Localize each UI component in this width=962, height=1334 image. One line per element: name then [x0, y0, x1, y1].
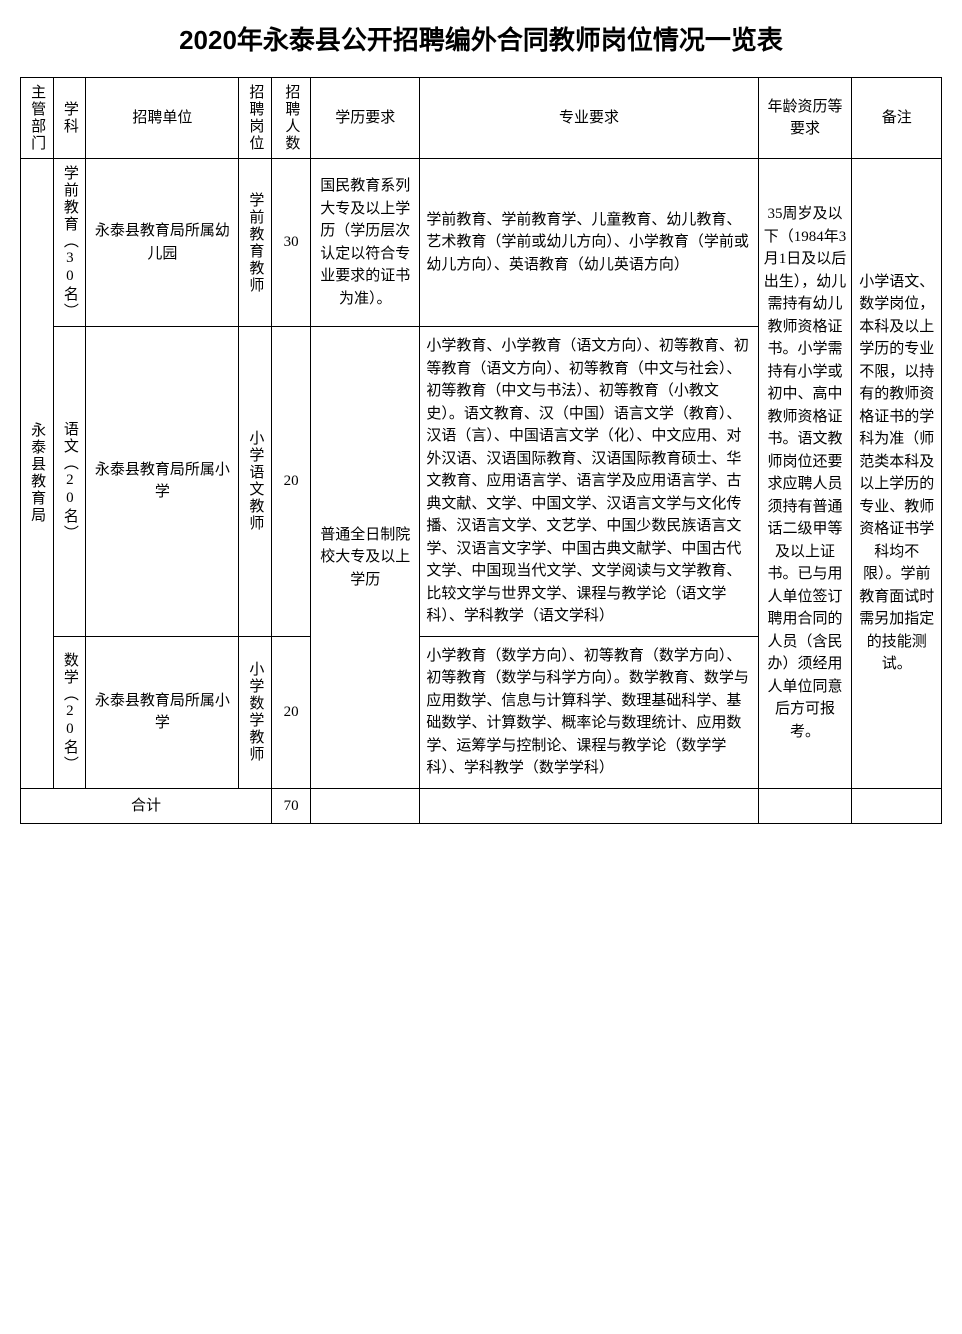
positions-table: 主管部门 学科 招聘单位 招聘岗位 招聘人数 学历要求 专业要求 年龄资历等要求…	[20, 77, 942, 824]
header-major: 专业要求	[420, 78, 758, 159]
header-post: 招聘岗位	[239, 78, 272, 159]
cell-unit: 永泰县教育局所属小学	[86, 636, 239, 788]
empty-cell	[758, 788, 852, 824]
empty-cell	[852, 788, 942, 824]
header-edu: 学历要求	[311, 78, 420, 159]
cell-unit: 永泰县教育局所属幼儿园	[86, 159, 239, 327]
empty-cell	[420, 788, 758, 824]
header-note: 备注	[852, 78, 942, 159]
cell-major: 学前教育、学前教育学、儿童教育、幼儿教育、艺术教育（学前或幼儿方向）、小学教育（…	[420, 159, 758, 327]
empty-cell	[311, 788, 420, 824]
cell-age: 35周岁及以下（1984年3月1日及以后出生），幼儿需持有幼儿教师资格证书。小学…	[758, 159, 852, 789]
header-unit: 招聘单位	[86, 78, 239, 159]
total-count: 70	[271, 788, 310, 824]
cell-edu-merged: 普通全日制院校大专及以上学历	[311, 327, 420, 789]
header-count: 招聘人数	[271, 78, 310, 159]
table-row: 永泰县教育局 学前教育（30名） 永泰县教育局所属幼儿园 学前教育教师 30 国…	[21, 159, 942, 327]
cell-subject: 学前教育（30名）	[53, 159, 86, 327]
page-title: 2020年永泰县公开招聘编外合同教师岗位情况一览表	[20, 20, 942, 57]
cell-count: 20	[271, 636, 310, 788]
total-row: 合计 70	[21, 788, 942, 824]
cell-subject: 数学（20名）	[53, 636, 86, 788]
cell-edu: 国民教育系列大专及以上学历（学历层次认定以符合专业要求的证书为准）。	[311, 159, 420, 327]
cell-major: 小学教育、小学教育（语文方向）、初等教育、初等教育（语文方向）、初等教育（中文与…	[420, 327, 758, 637]
header-subject: 学科	[53, 78, 86, 159]
cell-post: 小学数学教师	[239, 636, 272, 788]
header-dept: 主管部门	[21, 78, 54, 159]
total-label: 合计	[21, 788, 272, 824]
header-row: 主管部门 学科 招聘单位 招聘岗位 招聘人数 学历要求 专业要求 年龄资历等要求…	[21, 78, 942, 159]
cell-subject: 语文（20名）	[53, 327, 86, 637]
cell-post: 小学语文教师	[239, 327, 272, 637]
cell-dept: 永泰县教育局	[21, 159, 54, 789]
cell-count: 30	[271, 159, 310, 327]
cell-unit: 永泰县教育局所属小学	[86, 327, 239, 637]
cell-count: 20	[271, 327, 310, 637]
cell-note: 小学语文、数学岗位，本科及以上学历的专业不限，以持有的教师资格证书的学科为准（师…	[852, 159, 942, 789]
cell-major: 小学教育（数学方向）、初等教育（数学方向）、初等教育（数学与科学方向）。数学教育…	[420, 636, 758, 788]
cell-post: 学前教育教师	[239, 159, 272, 327]
header-age: 年龄资历等要求	[758, 78, 852, 159]
